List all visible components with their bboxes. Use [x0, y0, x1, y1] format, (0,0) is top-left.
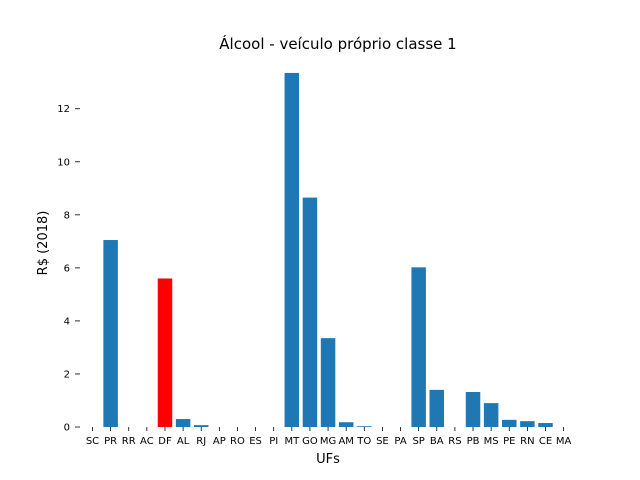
x-axis-label: UFs	[316, 452, 340, 467]
bar-to	[357, 426, 372, 427]
bar-go	[302, 197, 318, 427]
bar-ba	[429, 389, 445, 427]
y-tick-label: 12	[57, 104, 70, 115]
y-tick-label: 0	[64, 423, 70, 434]
bar-rj	[193, 425, 209, 427]
bar-mt	[284, 72, 300, 427]
bar-am	[338, 422, 354, 427]
x-tick-label: MT	[284, 436, 300, 447]
bar-sp	[411, 267, 426, 427]
x-tick-label: CE	[539, 436, 552, 447]
x-tick-label: AP	[213, 436, 226, 447]
y-tick-label: 4	[64, 316, 70, 327]
x-tick-label: PB	[467, 436, 480, 447]
x-tick-label: AL	[177, 436, 190, 447]
x-tick-label: SP	[412, 436, 424, 447]
x-tick-label: GO	[302, 436, 318, 447]
x-tick-label: AC	[140, 436, 154, 447]
x-axis: SC PR RR AC DF AL RJ AP RO ES PI MT GO MG AM TO SE PA SP BA…	[86, 427, 572, 447]
x-tick-label: MG	[320, 436, 336, 447]
x-tick-label: DF	[158, 436, 172, 447]
bars	[103, 72, 553, 427]
bar-al	[175, 419, 191, 427]
y-tick-label: 2	[64, 369, 70, 380]
x-tick-label: SE	[376, 436, 389, 447]
x-tick-label: BA	[430, 436, 444, 447]
x-tick-label: PA	[394, 436, 406, 447]
x-tick-label: RR	[122, 436, 136, 447]
y-tick-label: 8	[64, 210, 70, 221]
x-tick-label: ES	[249, 436, 262, 447]
bar-ms	[483, 403, 499, 427]
x-tick-label: PR	[104, 436, 117, 447]
x-tick-label: AM	[338, 436, 353, 447]
y-tick-label: 10	[57, 157, 70, 168]
y-tick-label: 6	[64, 263, 70, 274]
y-axis: 0 2 4 6 8 10 12	[57, 104, 80, 434]
x-tick-label: RS	[448, 436, 461, 447]
x-tick-label: TO	[356, 436, 371, 447]
bar-df	[157, 278, 173, 427]
x-tick-label: PE	[503, 436, 515, 447]
bar-ce	[538, 423, 553, 427]
x-tick-label: RJ	[196, 436, 206, 447]
x-tick-label: PI	[269, 436, 278, 447]
chart-title: Álcool - veículo próprio classe 1	[219, 34, 456, 53]
x-tick-label: RO	[230, 436, 245, 447]
x-tick-label: MS	[484, 436, 499, 447]
x-tick-label: RN	[520, 436, 534, 447]
bar-rn	[520, 421, 535, 427]
y-axis-label: R$ (2018)	[36, 211, 51, 276]
x-tick-label: SC	[86, 436, 99, 447]
bar-pr	[103, 240, 118, 427]
bar-pe	[502, 419, 517, 427]
x-tick-label: MA	[556, 436, 572, 447]
bar-mg	[320, 338, 336, 427]
bar-pb	[465, 391, 481, 427]
